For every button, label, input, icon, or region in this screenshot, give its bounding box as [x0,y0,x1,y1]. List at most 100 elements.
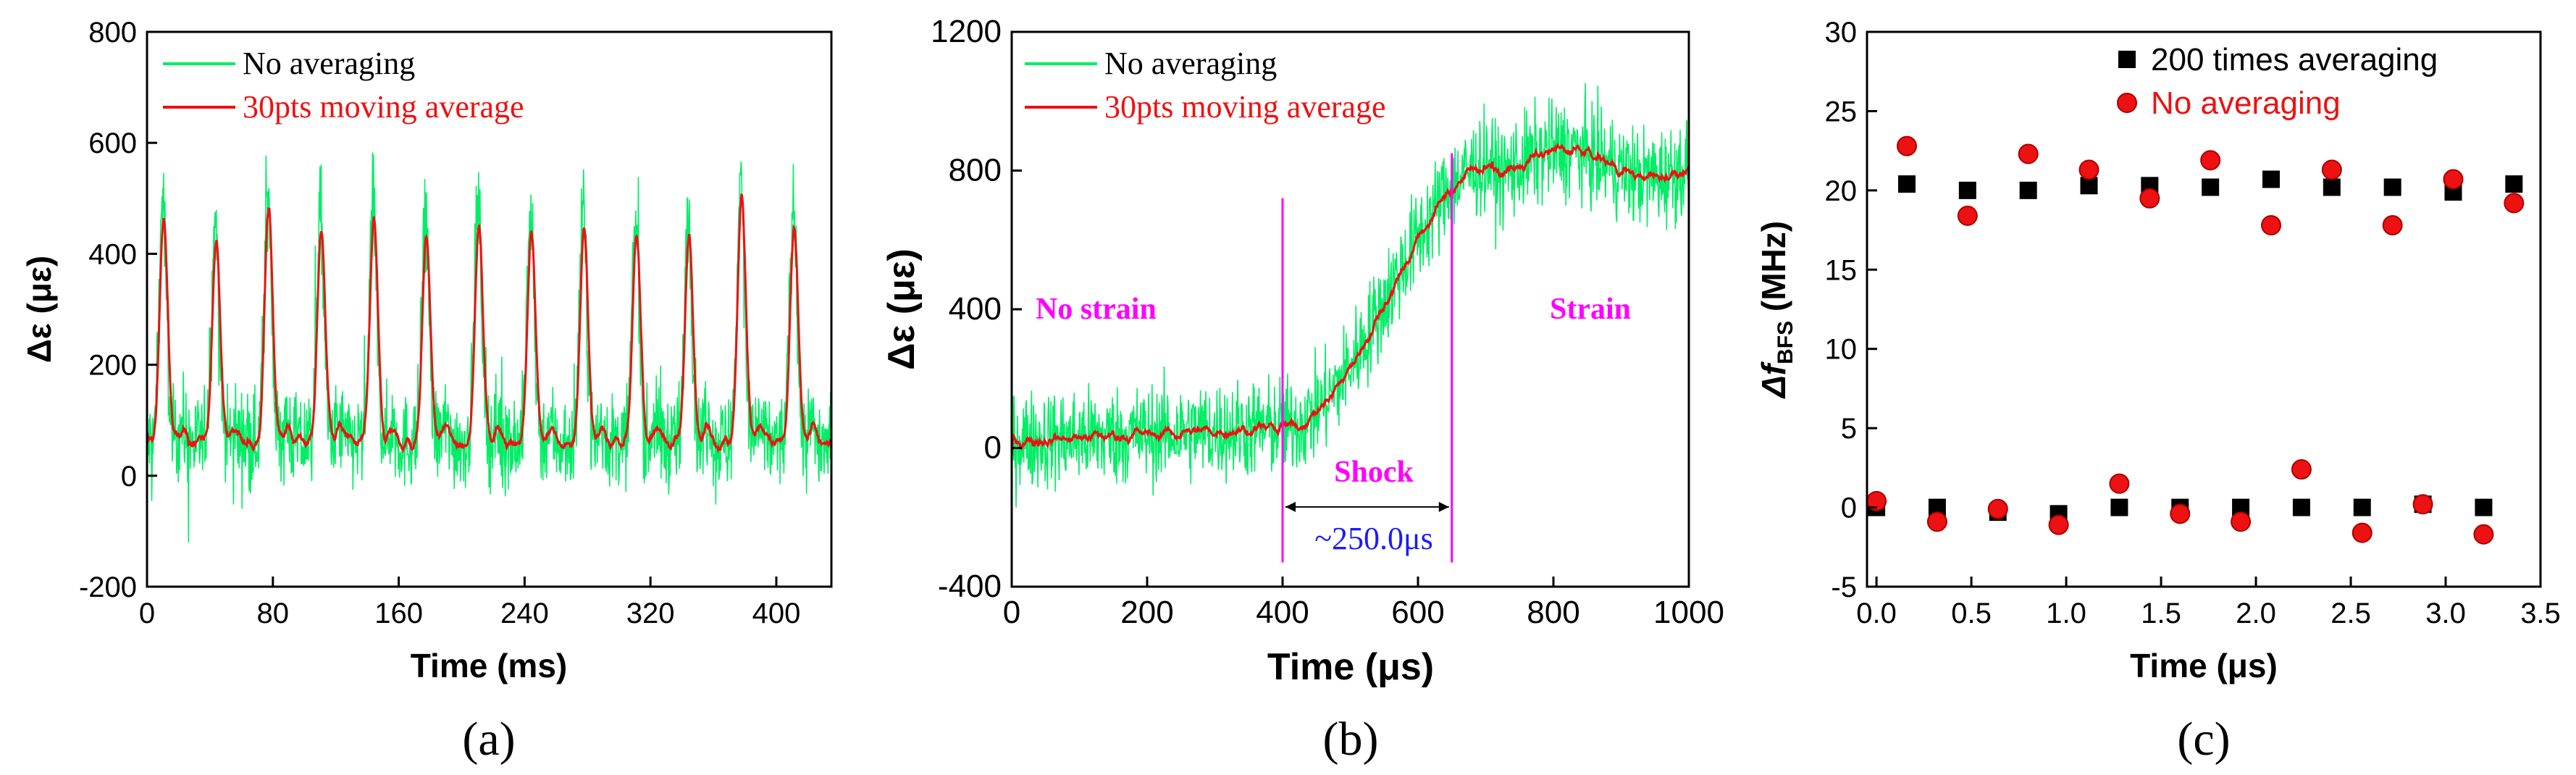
annotation-strain: Strain [1550,293,1631,326]
raw-point [2231,511,2252,532]
raw-point [1897,135,1918,156]
series-no-averaging [147,152,831,542]
x-tick-label: 3.0 [2425,598,2466,629]
legend-square-marker [2118,51,2136,68]
panel-b-annotations: No strain Strain Shock ~250.0μs [1036,153,1631,563]
panel-a-ylabel: Δε (με) [20,256,58,363]
panel-b-ylabel: Δε (με) [881,248,923,370]
raw-point [2504,193,2525,214]
x-tick-label: 800 [1527,595,1579,630]
legend-avg-label: 30pts moving average [1104,89,1386,125]
raw-point [2382,215,2403,236]
raw-point [2412,494,2433,515]
x-tick-label: 400 [1256,595,1309,630]
y-tick-label: -200 [79,571,137,603]
legend-averaged-label: 200 times averaging [2151,42,2438,78]
averaged-point [2019,181,2037,199]
y-tick-label: -5 [1831,571,1857,603]
raw-point [2048,514,2069,535]
x-tick-label: 400 [752,598,801,629]
y-tick-label: 800 [949,153,1002,188]
panel-a-xlabel: Time (ms) [411,647,567,684]
averaged-point [2505,175,2523,193]
legend-circle-marker [2117,93,2137,113]
x-tick-label: 3.5 [2520,598,2561,629]
y-tick-label: 400 [949,291,1002,327]
x-tick-label: 0.0 [1856,598,1897,629]
y-tick-label: 600 [88,127,137,159]
y-tick-label: 10 [1825,334,1858,366]
panel-a-legend: No averaging 30pts moving average [163,46,524,125]
annotation-no-strain: No strain [1036,293,1157,326]
raw-point [2321,159,2342,180]
raw-point [1957,205,1978,226]
averaged-point [2383,178,2401,196]
y-tick-label: 1200 [931,14,1002,49]
raw-point [2443,169,2464,190]
y-tick-label: 0 [984,430,1002,466]
panel-c-frame [1866,30,2542,588]
averaged-point [2353,498,2371,516]
ylabel-sub: BFS [1774,321,1797,364]
raw-point [2291,459,2312,480]
raw-point [1926,511,1947,532]
x-tick-label: 1.5 [2141,598,2181,629]
legend-raw-label: No averaging [243,46,415,81]
averaged-point [2475,498,2493,516]
averaged-point [2202,178,2220,196]
averaged-point [2110,498,2128,516]
raw-point [2018,143,2039,164]
y-tick-label: 200 [88,350,137,382]
y-tick-label: 0 [1841,493,1857,524]
y-tick-label: 30 [1825,17,1858,49]
ylabel-unit: (MHz) [1755,221,1792,321]
raw-point [1987,498,2008,519]
x-tick-label: 0.5 [1951,598,1992,629]
raw-point [2109,473,2130,494]
panel-b-xlabel: Time (μs) [1267,646,1434,688]
raw-point [2261,215,2281,236]
raw-point [2139,188,2160,209]
panel-c-plot [1866,135,2525,545]
panel-a-caption: (a) [462,713,515,766]
y-tick-label: 5 [1841,413,1857,445]
x-tick-label: 320 [626,598,675,629]
averaged-point [1898,175,1916,193]
panel-c-ylabel: ΔfBFS (MHz) [1755,221,1797,399]
panel-c-axes: 0.0 0.5 1.0 1.5 2.0 2.5 3.0 3.5 -5 0 5 10 15 20 25 30 [1825,17,2561,629]
raw-point [2200,150,2221,171]
averaged-point [2262,170,2280,188]
x-tick-label: 80 [257,598,290,629]
panel-b-plot [1012,83,1689,508]
annotation-shock: Shock [1334,456,1414,489]
raw-point [2078,159,2099,180]
y-tick-label: 20 [1825,175,1858,207]
averaged-point [2292,498,2310,516]
x-tick-label: 2.0 [2236,598,2276,629]
y-tick-label: 0 [121,461,137,493]
raw-point [2170,503,2191,524]
x-tick-label: 160 [374,598,423,629]
panel-a-frame [146,30,833,588]
x-tick-label: 200 [1120,595,1173,630]
x-tick-label: 2.5 [2330,598,2371,629]
x-tick-label: 0 [139,598,155,629]
series-moving-average [1012,143,1689,458]
averaged-point [2323,178,2341,196]
series-moving-average [147,193,831,454]
panel-c-xlabel: Time (μs) [2130,647,2278,684]
y-tick-label: 25 [1825,96,1858,127]
x-tick-label: 0 [1003,595,1020,630]
arrow-head-right [1438,501,1449,512]
x-tick-label: 1000 [1653,595,1724,630]
annotation-duration: ~250.0μs [1314,521,1433,556]
raw-point [2351,522,2372,543]
panel-b-legend: No averaging 30pts moving average [1025,46,1386,125]
legend-avg-label: 30pts moving average [243,89,524,125]
panel-c-legend: 200 times averaging No averaging [2117,42,2438,121]
panel-c-caption: (c) [2177,713,2230,766]
